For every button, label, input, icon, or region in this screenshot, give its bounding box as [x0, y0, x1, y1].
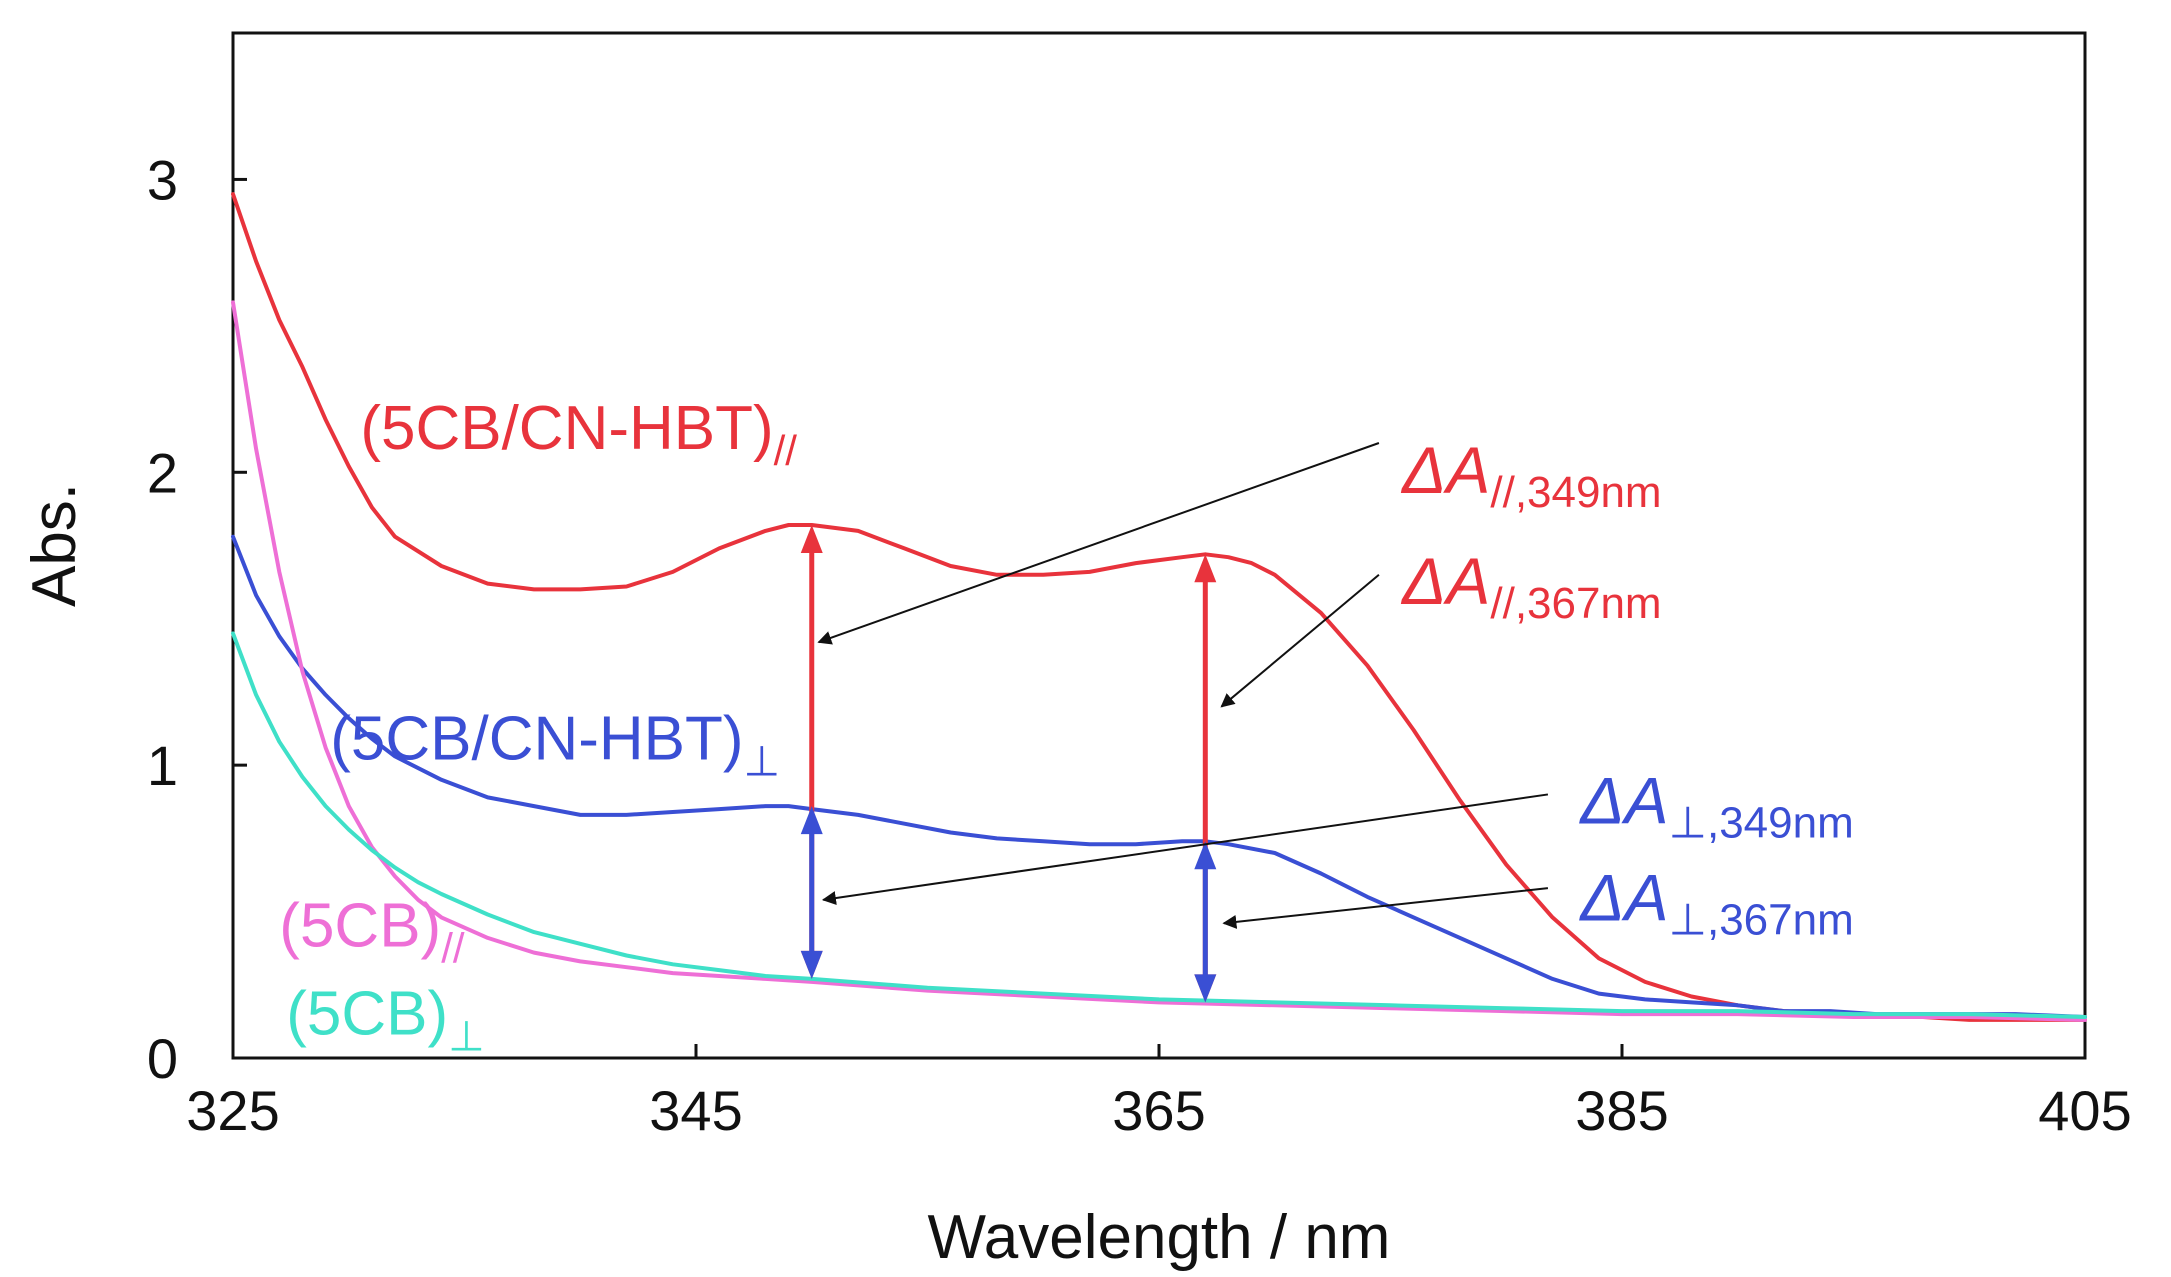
delta-a-parallel-349-pointer [817, 442, 1380, 645]
series-label-3: (5CB)⊥ [286, 980, 485, 1060]
x-axis-title: Wavelength / nm [928, 1203, 1391, 1272]
series-label-main-3: (5CB) [286, 980, 448, 1049]
delta-parallel-367-head-top [1194, 554, 1217, 583]
series-line-3 [231, 631, 2087, 1019]
series-label-2: (5CB)// [279, 892, 465, 972]
series-label-1: (5CB/CN-HBT)⊥ [330, 704, 780, 784]
x-tick-label-365: 365 [1112, 1079, 1205, 1142]
delta-a-parallel-367-label-main: ΔA [1400, 544, 1490, 618]
delta-a-perp-367-label: ΔA⊥,367nm [1578, 860, 1853, 944]
delta-a-perp-367-label-sub: ⊥,367nm [1669, 895, 1854, 944]
series-line-0 [231, 192, 2087, 1022]
series-label-main-2: (5CB) [279, 892, 441, 961]
annotation-pointer-layer [817, 442, 1549, 929]
delta-perp-349-head-top [800, 806, 823, 835]
y-axis: 0 1 2 3 [147, 148, 247, 1090]
delta-perp-367-arrow [1194, 841, 1217, 1003]
series-label-layer: (5CB/CN-HBT)//(5CB/CN-HBT)⊥(5CB)//(5CB)⊥ [279, 394, 797, 1060]
delta-perp-349-head-bottom [800, 950, 823, 979]
x-axis: 325 345 365 385 405 [186, 1044, 2132, 1142]
series-label-main-1: (5CB/CN-HBT) [330, 704, 743, 773]
x-tick-label-345: 345 [649, 1079, 742, 1142]
delta-a-perp-349-label: ΔA⊥,349nm [1578, 764, 1853, 848]
series-line-2 [231, 300, 2087, 1022]
series-label-sub-3: ⊥ [448, 1013, 485, 1060]
x-tick-label-325: 325 [186, 1079, 279, 1142]
x-tick-label-385: 385 [1575, 1079, 1668, 1142]
delta-a-perp-367-pointer [1222, 887, 1549, 929]
delta-a-perp-349-label-main: ΔA [1578, 764, 1668, 838]
delta-a-perp-349-pointer [821, 793, 1549, 905]
delta-a-parallel-367-pointer [1220, 574, 1380, 708]
series-label-main-0: (5CB/CN-HBT) [360, 394, 773, 463]
series-label-sub-2: // [441, 925, 465, 972]
delta-a-parallel-349-label-sub: //,349nm [1490, 468, 1661, 517]
series-layer [231, 192, 2087, 1022]
x-tick-label-405: 405 [2038, 1079, 2131, 1142]
difference-arrow-layer [800, 525, 1217, 1003]
delta-perp-367-head-bottom [1194, 974, 1217, 1003]
series-label-sub-0: // [774, 427, 798, 474]
y-tick-label-1: 1 [147, 734, 178, 797]
series-line-1 [231, 534, 2087, 1019]
delta-a-perp-367-label-main: ΔA [1578, 860, 1668, 934]
y-tick-label-3: 3 [147, 148, 178, 211]
y-axis-title: Abs. [20, 483, 89, 607]
delta-a-parallel-349-label-main: ΔA [1400, 433, 1490, 507]
delta-parallel-349-head-top [800, 525, 823, 553]
delta-perp-349-arrow [800, 806, 823, 979]
y-tick-label-2: 2 [147, 441, 178, 504]
delta-a-parallel-349-label: ΔA//,349nm [1400, 433, 1662, 517]
y-tick-label-0: 0 [147, 1027, 178, 1090]
series-label-sub-1: ⊥ [744, 737, 781, 784]
series-label-0: (5CB/CN-HBT)// [360, 394, 797, 474]
delta-perp-367-head-top [1194, 841, 1217, 870]
delta-a-parallel-367-label: ΔA//,367nm [1400, 544, 1662, 628]
delta-a-perp-349-label-sub: ⊥,349nm [1669, 799, 1854, 848]
delta-a-parallel-367-label-sub: //,367nm [1490, 579, 1661, 628]
